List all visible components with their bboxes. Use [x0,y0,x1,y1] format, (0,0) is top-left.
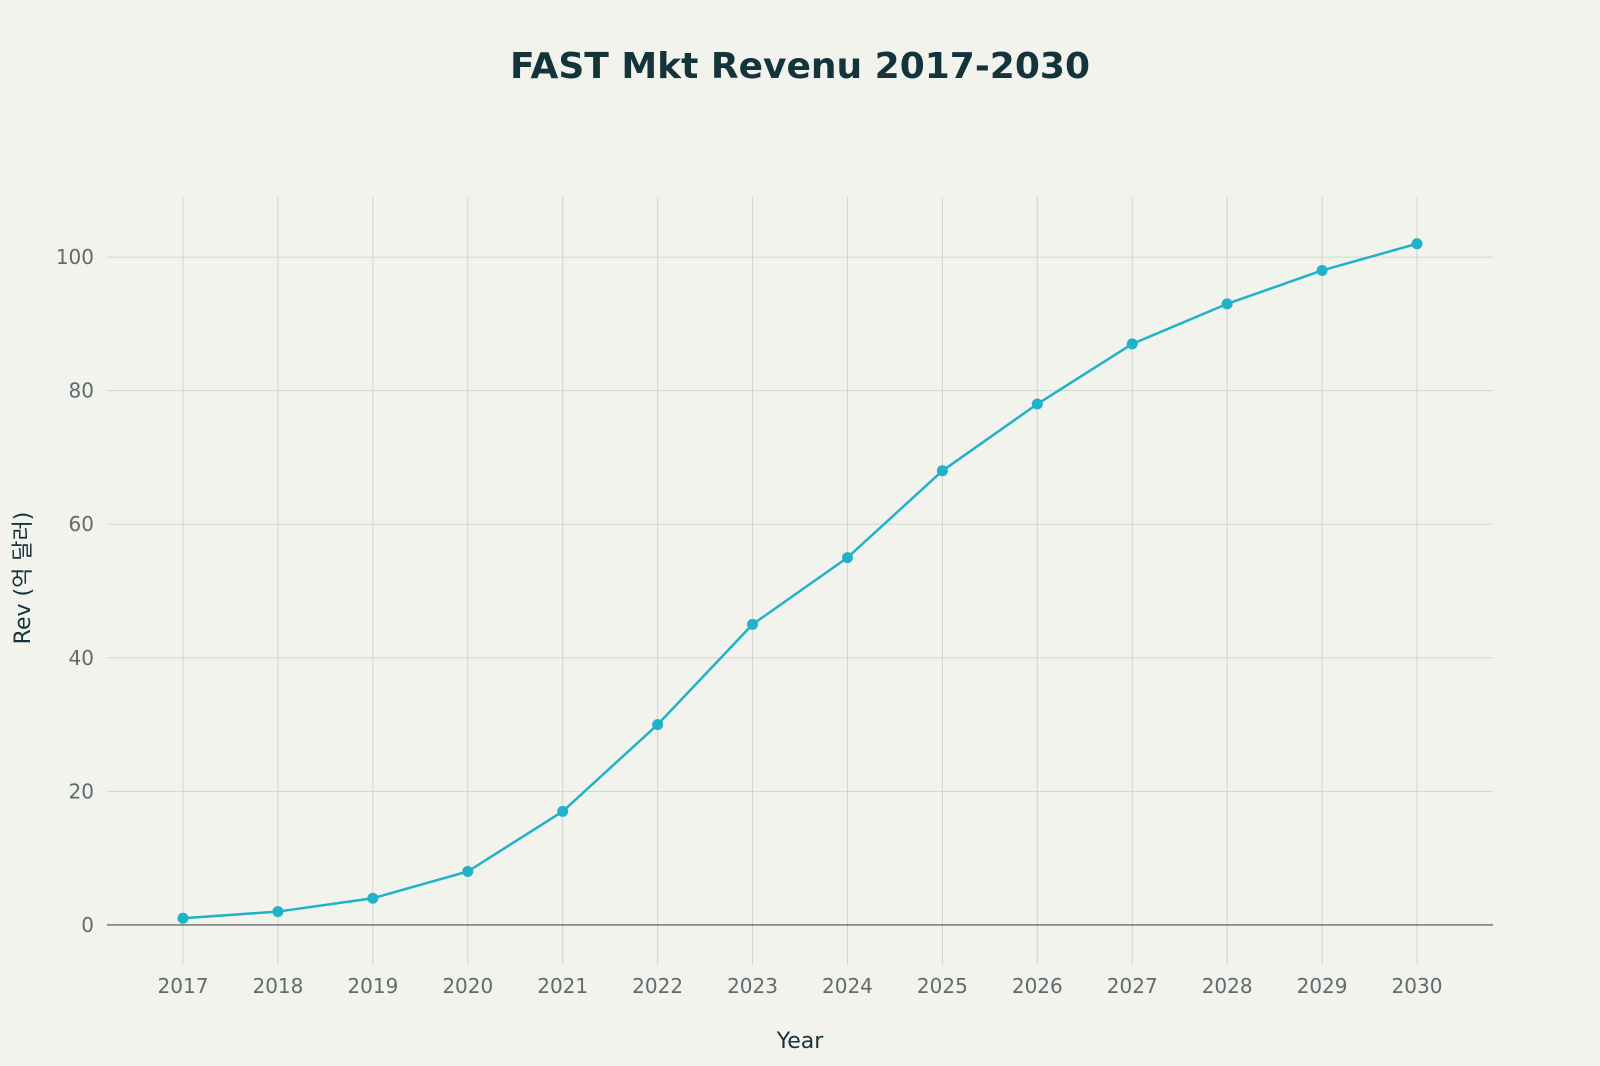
grid-layer [107,197,1493,965]
data-point-2030[interactable] [1411,238,1423,250]
y-tick-label-100: 100 [56,245,94,269]
x-tick-label-2028: 2028 [1202,974,1253,998]
x-tick-label-2018: 2018 [252,974,303,998]
x-tick-label-2021: 2021 [537,974,588,998]
x-tick-label-2025: 2025 [917,974,968,998]
data-point-2020[interactable] [462,866,474,878]
y-axis-ticks: 0 20 40 60 80 100 [56,245,94,937]
y-tick-label-60: 60 [69,512,94,536]
x-tick-label-2019: 2019 [347,974,398,998]
data-point-2026[interactable] [1031,398,1043,410]
data-point-2027[interactable] [1126,338,1138,350]
data-point-2022[interactable] [652,719,664,731]
y-tick-label-0: 0 [81,913,94,937]
x-tick-label-2027: 2027 [1107,974,1158,998]
x-tick-label-2023: 2023 [727,974,778,998]
data-point-2017[interactable] [177,912,189,924]
x-axis-title: Year [776,1029,825,1054]
y-tick-label-80: 80 [69,379,94,403]
x-tick-label-2020: 2020 [442,974,493,998]
data-point-2023[interactable] [747,618,759,630]
series-layer [177,238,1423,924]
x-tick-label-2026: 2026 [1012,974,1063,998]
series-line-0 [182,242,1418,920]
data-point-2025[interactable] [936,465,948,477]
x-tick-label-2022: 2022 [632,974,683,998]
y-axis-title: Rev (억 달러) [11,512,36,645]
x-tick-label-2030: 2030 [1392,974,1443,998]
data-point-2029[interactable] [1316,264,1328,276]
x-tick-label-2024: 2024 [822,974,873,998]
x-tick-label-2017: 2017 [158,974,209,998]
data-point-2018[interactable] [272,906,284,918]
y-tick-label-40: 40 [69,646,94,670]
data-point-2028[interactable] [1221,298,1233,310]
data-point-2019[interactable] [367,892,379,904]
data-point-2021[interactable] [557,805,569,817]
data-point-2024[interactable] [841,552,853,564]
y-tick-label-20: 20 [69,779,94,803]
x-axis-ticks: 2017 2018 2019 2020 2021 2022 2023 2024 2025 2026… [158,974,1443,998]
x-tick-label-2029: 2029 [1297,974,1348,998]
chart-title: FAST Mkt Revenu 2017-2030 [510,46,1090,87]
